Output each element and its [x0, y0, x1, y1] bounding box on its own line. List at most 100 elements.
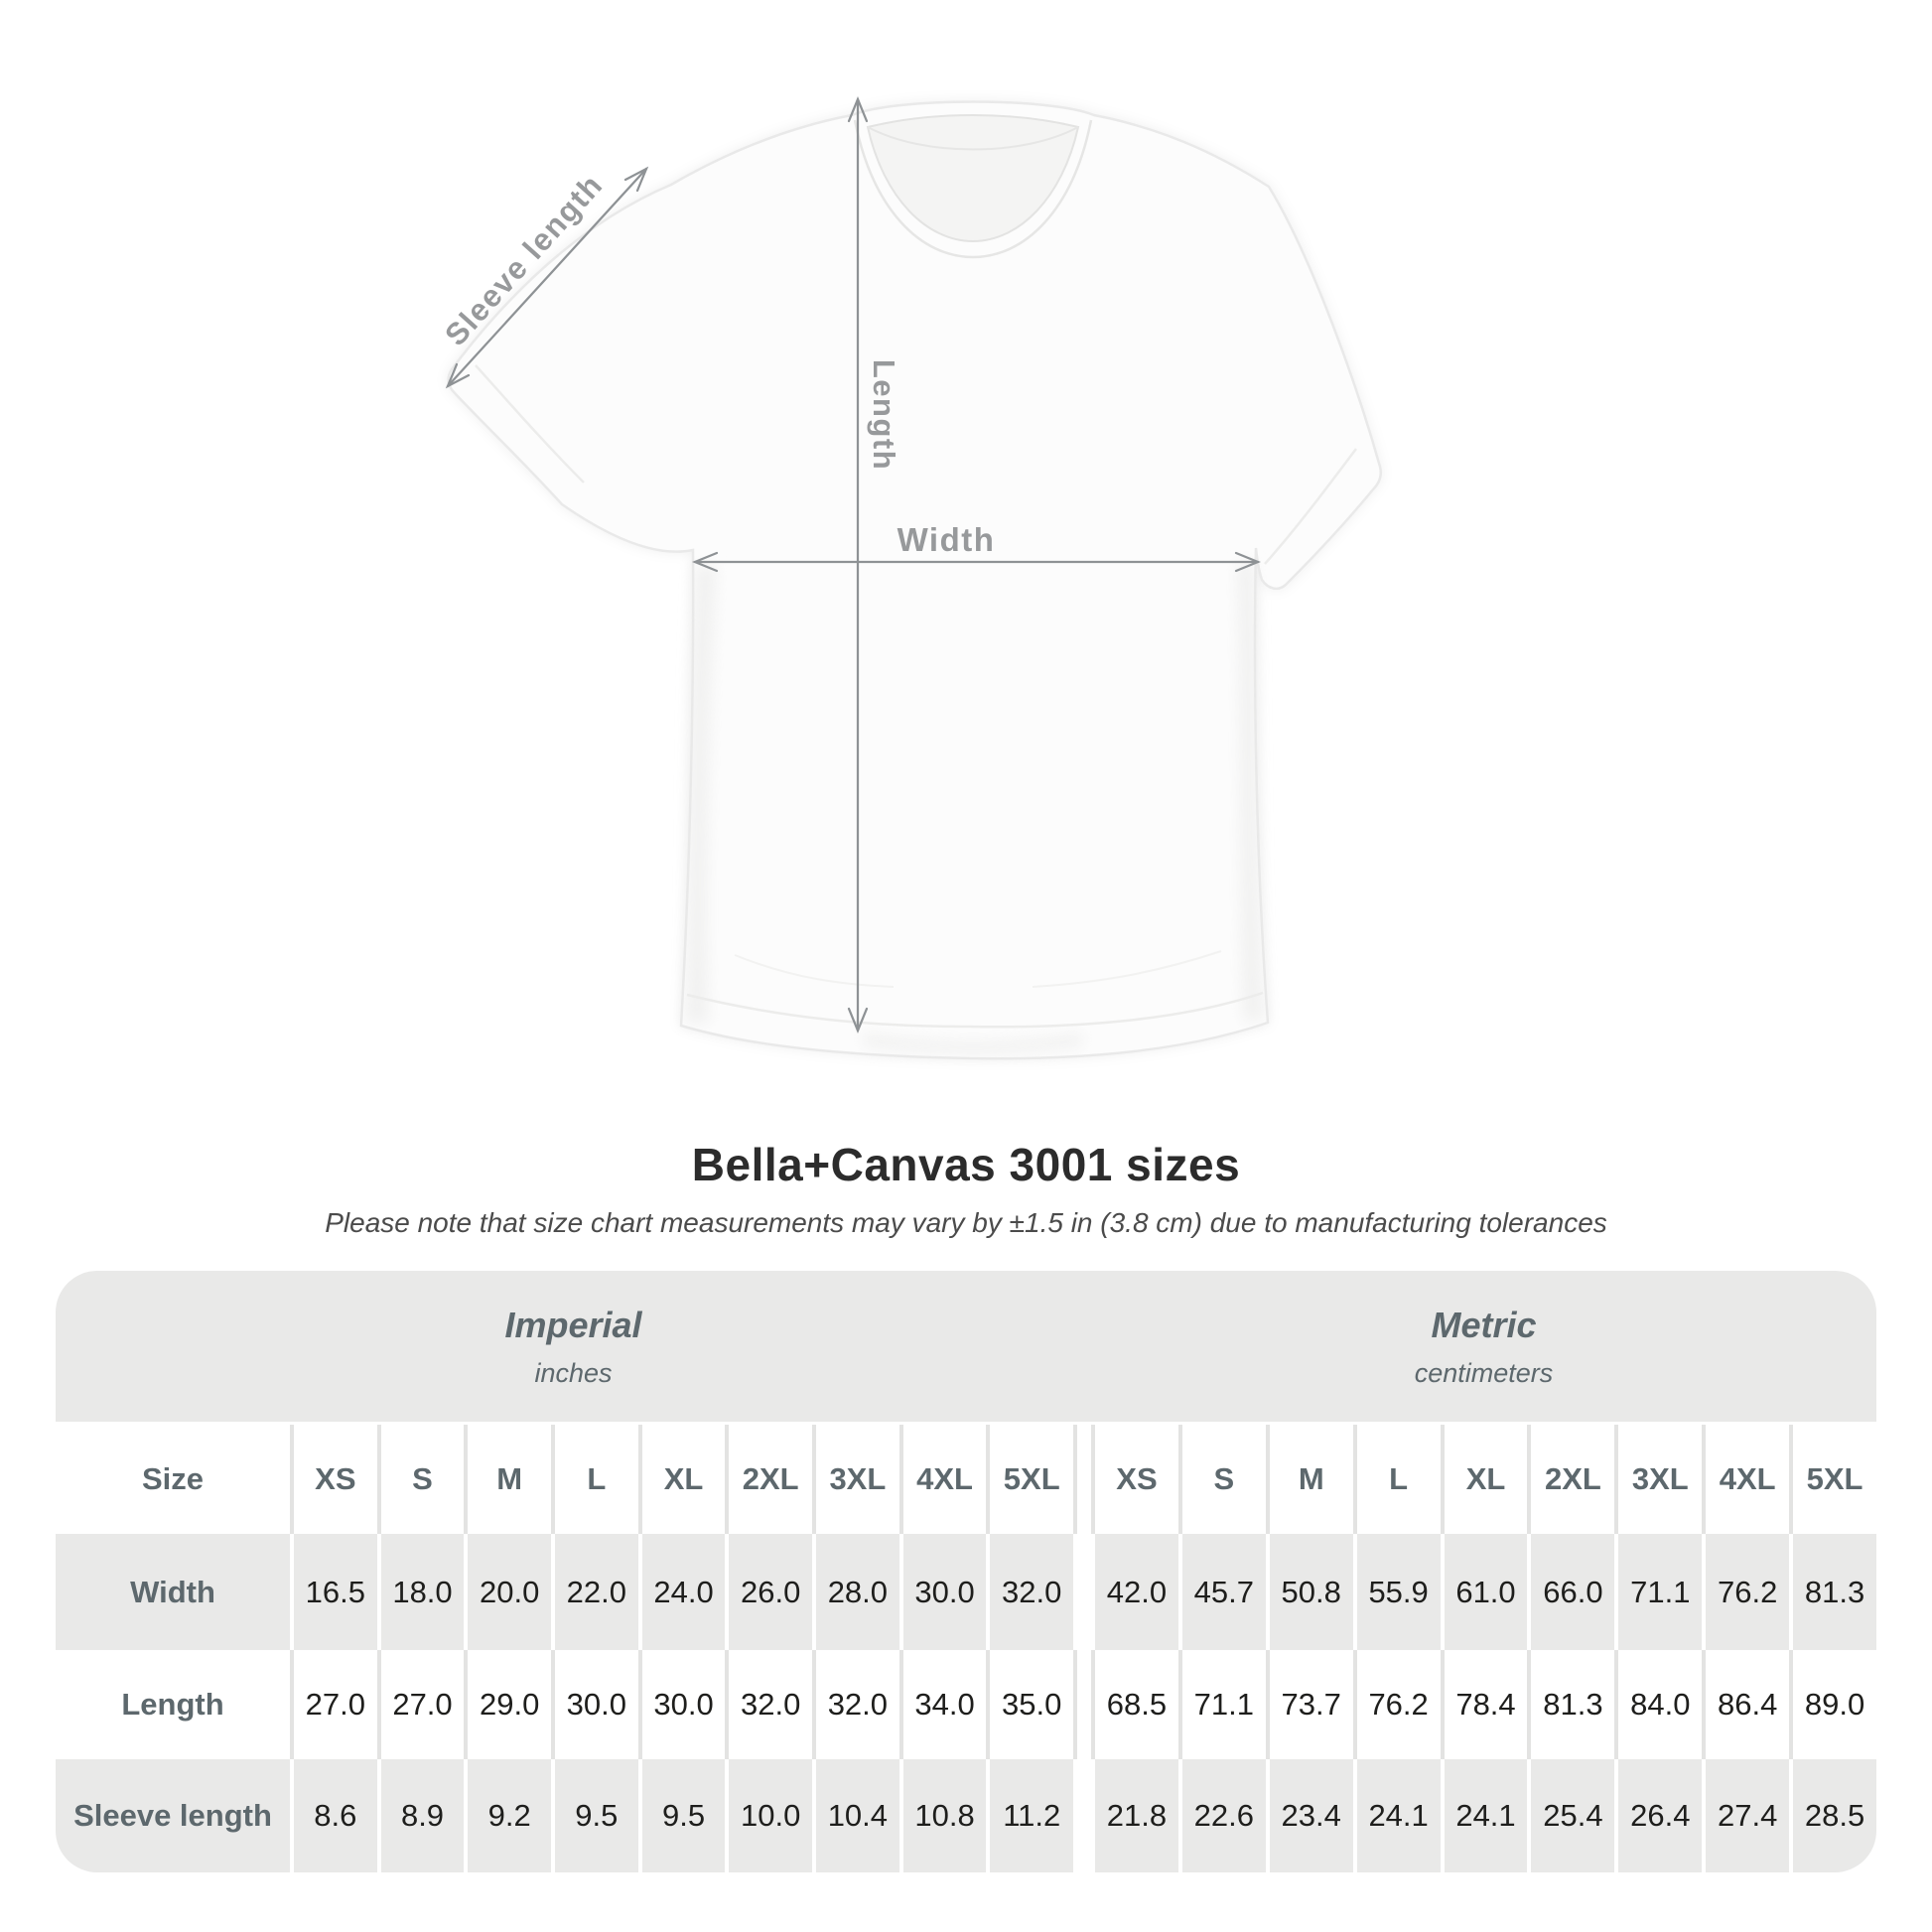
size-header-cell: XS: [294, 1425, 377, 1534]
value-cell: 61.0: [1440, 1534, 1528, 1650]
group-gap: [1077, 1650, 1091, 1759]
imperial-group-title: Imperial: [504, 1304, 642, 1345]
value-cell: 10.0: [725, 1759, 813, 1872]
value-cell: 78.4: [1440, 1650, 1528, 1759]
length-label: Length: [867, 358, 901, 472]
value-cell: 35.0: [986, 1650, 1074, 1759]
value-cell: 30.0: [551, 1650, 638, 1759]
value-cell: 26.4: [1614, 1759, 1703, 1872]
value-cell: 32.0: [986, 1534, 1074, 1650]
size-header-cell: 5XL: [986, 1425, 1074, 1534]
value-cell: 32.0: [812, 1650, 899, 1759]
value-cell: 84.0: [1614, 1650, 1703, 1759]
value-cell: 9.2: [464, 1759, 552, 1872]
metric-cells: 42.0 45.7 50.8 55.9 61.0 66.0 71.1 76.2 81.3: [1091, 1534, 1877, 1650]
value-cell: 30.0: [637, 1650, 726, 1759]
size-table: Imperial inches Metric centimeters Size X…: [56, 1271, 1877, 1872]
value-cell: 81.3: [1789, 1534, 1877, 1650]
value-cell: 66.0: [1527, 1534, 1615, 1650]
size-header-cell: 3XL: [1614, 1425, 1703, 1534]
value-cell: 45.7: [1177, 1534, 1266, 1650]
imperial-group-header: Imperial inches: [56, 1271, 1091, 1422]
size-header-cell: 4XL: [1702, 1425, 1790, 1534]
value-cell: 8.9: [376, 1759, 465, 1872]
measurement-row-label: Width: [56, 1534, 290, 1650]
imperial-cells: XS S M L XL 2XL 3XL 4XL 5XL: [290, 1425, 1077, 1534]
length-arrow: [847, 96, 869, 1034]
heading-block: Bella+Canvas 3001 sizes Please note that…: [0, 1138, 1932, 1239]
size-header-cell: 3XL: [812, 1425, 899, 1534]
size-header-cell: 4XL: [898, 1425, 987, 1534]
width-label: Width: [897, 521, 996, 558]
size-header-cell: S: [1177, 1425, 1266, 1534]
value-cell: 27.0: [376, 1650, 465, 1759]
metric-group-header: Metric centimeters: [1091, 1271, 1876, 1422]
value-cell: 32.0: [725, 1650, 813, 1759]
value-cell: 28.0: [812, 1534, 899, 1650]
size-header-cell: M: [464, 1425, 552, 1534]
size-header-cell: M: [1265, 1425, 1353, 1534]
value-cell: 29.0: [464, 1650, 552, 1759]
size-header-cell: 2XL: [725, 1425, 813, 1534]
value-cell: 21.8: [1095, 1759, 1178, 1872]
size-header-cell: S: [376, 1425, 465, 1534]
group-gap: [1077, 1425, 1091, 1534]
value-cell: 68.5: [1095, 1650, 1178, 1759]
measurement-row-label: Sleeve length: [56, 1759, 290, 1872]
table-rows: Size XS S M L XL 2XL 3XL 4XL 5XL XS S M L XL 2XL 3XL 4XL 5…: [56, 1425, 1877, 1872]
size-header-cell: L: [551, 1425, 638, 1534]
value-cell: 71.1: [1177, 1650, 1266, 1759]
width-arrow: [692, 551, 1261, 573]
value-cell: 22.0: [551, 1534, 638, 1650]
value-cell: 11.2: [986, 1759, 1074, 1872]
table-row: Width 16.5 18.0 20.0 22.0 24.0 26.0 28.0 30.0 32.…: [56, 1534, 1877, 1650]
value-cell: 26.0: [725, 1534, 813, 1650]
tshirt-outline-icon: [447, 100, 1382, 1060]
group-gap: [1077, 1534, 1091, 1650]
value-cell: 9.5: [551, 1759, 638, 1872]
value-cell: 27.0: [294, 1650, 377, 1759]
value-cell: 20.0: [464, 1534, 552, 1650]
value-cell: 76.2: [1702, 1534, 1790, 1650]
value-cell: 24.0: [637, 1534, 726, 1650]
size-header-cell: XL: [637, 1425, 726, 1534]
value-cell: 50.8: [1265, 1534, 1353, 1650]
imperial-group-unit: inches: [534, 1357, 613, 1388]
size-header-cell: L: [1352, 1425, 1441, 1534]
value-cell: 24.1: [1352, 1759, 1441, 1872]
value-cell: 18.0: [376, 1534, 465, 1650]
value-cell: 42.0: [1095, 1534, 1178, 1650]
value-cell: 22.6: [1177, 1759, 1266, 1872]
value-cell: 27.4: [1702, 1759, 1790, 1872]
value-cell: 10.4: [812, 1759, 899, 1872]
size-header-cell: XL: [1440, 1425, 1528, 1534]
imperial-cells: 27.0 27.0 29.0 30.0 30.0 32.0 32.0 34.0 35.0: [290, 1650, 1077, 1759]
value-cell: 89.0: [1789, 1650, 1877, 1759]
page-subtitle: Please note that size chart measurements…: [325, 1207, 1607, 1238]
metric-cells: 21.8 22.6 23.4 24.1 24.1 25.4 26.4 27.4 28.5: [1091, 1759, 1876, 1872]
metric-cells: 68.5 71.1 73.7 76.2 78.4 81.3 84.0 86.4 89.0: [1091, 1650, 1877, 1759]
value-cell: 30.0: [898, 1534, 987, 1650]
imperial-cells: 8.6 8.9 9.2 9.5 9.5 10.0 10.4 10.8 11.2: [290, 1759, 1077, 1872]
table-row: Length 27.0 27.0 29.0 30.0 30.0 32.0 32.0 34.0 35…: [56, 1650, 1877, 1759]
table-row: Sleeve length 8.6 8.9 9.2 9.5 9.5 10.0 10.4 10.8…: [56, 1759, 1876, 1872]
value-cell: 23.4: [1265, 1759, 1353, 1872]
value-cell: 76.2: [1352, 1650, 1441, 1759]
group-gap: [1077, 1759, 1091, 1872]
size-header-row: Size XS S M L XL 2XL 3XL 4XL 5XL XS S M L XL 2XL 3XL 4XL 5…: [56, 1425, 1877, 1534]
size-column-label: Size: [56, 1425, 290, 1534]
metric-cells: XS S M L XL 2XL 3XL 4XL 5XL: [1091, 1425, 1877, 1534]
size-header-cell: 2XL: [1527, 1425, 1615, 1534]
measurement-row-label: Length: [56, 1650, 290, 1759]
value-cell: 86.4: [1702, 1650, 1790, 1759]
metric-group-unit: centimeters: [1414, 1357, 1554, 1388]
value-cell: 34.0: [898, 1650, 987, 1759]
table-header-band: Imperial inches Metric centimeters: [56, 1271, 1876, 1422]
value-cell: 28.5: [1789, 1759, 1876, 1872]
value-cell: 24.1: [1440, 1759, 1528, 1872]
metric-group-title: Metric: [1431, 1304, 1537, 1345]
imperial-cells: 16.5 18.0 20.0 22.0 24.0 26.0 28.0 30.0 32.0: [290, 1534, 1077, 1650]
sleeve-length-arrow: [445, 166, 649, 389]
